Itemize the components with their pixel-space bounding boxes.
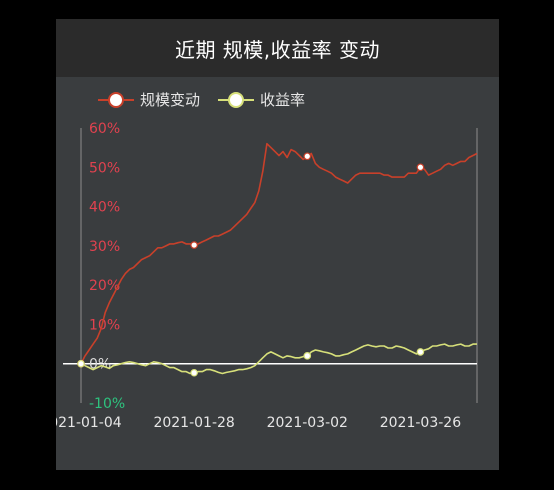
y-tick-label: 0%: [89, 357, 111, 373]
legend-swatch-marker: [108, 92, 124, 108]
legend-swatch-marker: [228, 92, 244, 108]
legend-label: 规模变动: [140, 91, 200, 109]
series-point: [190, 368, 198, 377]
x-tick-label: 2021-01-28: [153, 415, 234, 431]
y-tick-label: -10%: [89, 396, 125, 412]
series-markers: [77, 152, 425, 377]
legend: 规模变动 收益率: [98, 91, 305, 109]
series-lines: [80, 142, 478, 375]
x-tick-label: 2021-03-26: [380, 415, 461, 431]
axes: [63, 128, 478, 403]
line-chart: 规模变动 收益率 60% 50% 40% 30% 20% 10% 0% -10% 2021-01…: [56, 91, 478, 431]
series-point: [416, 163, 425, 172]
y-tick-label: 50%: [89, 160, 120, 176]
series-point: [303, 152, 312, 161]
series-point: [303, 352, 312, 360]
series-point: [190, 241, 198, 249]
legend-item[interactable]: 收益率: [218, 91, 305, 109]
chart-header: 近期 规模,收益率 变动: [56, 19, 499, 77]
legend-item[interactable]: 规模变动: [98, 91, 200, 109]
y-tick-label: 30%: [89, 239, 120, 255]
series-line: [80, 142, 478, 365]
x-axis-ticks: 2021-01-04 2021-01-28 2021-03-02 2021-03-26: [56, 415, 461, 431]
y-tick-label: 20%: [89, 278, 120, 294]
y-tick-label: 10%: [89, 317, 120, 333]
y-tick-label: 60%: [89, 121, 120, 137]
legend-label: 收益率: [260, 91, 305, 109]
chart-card: 规模变动 收益率 60% 50% 40% 30% 20% 10% 0% -10% 2021-01…: [56, 19, 499, 470]
series-line: [80, 343, 477, 375]
series-point: [416, 348, 425, 356]
x-tick-label: 2021-01-04: [56, 415, 122, 431]
series-point: [77, 359, 85, 368]
x-tick-label: 2021-03-02: [267, 415, 348, 431]
chart-title: 近期 规模,收益率 变动: [174, 37, 381, 62]
y-axis-ticks: 60% 50% 40% 30% 20% 10% 0% -10%: [89, 121, 125, 412]
y-tick-label: 40%: [89, 200, 120, 216]
